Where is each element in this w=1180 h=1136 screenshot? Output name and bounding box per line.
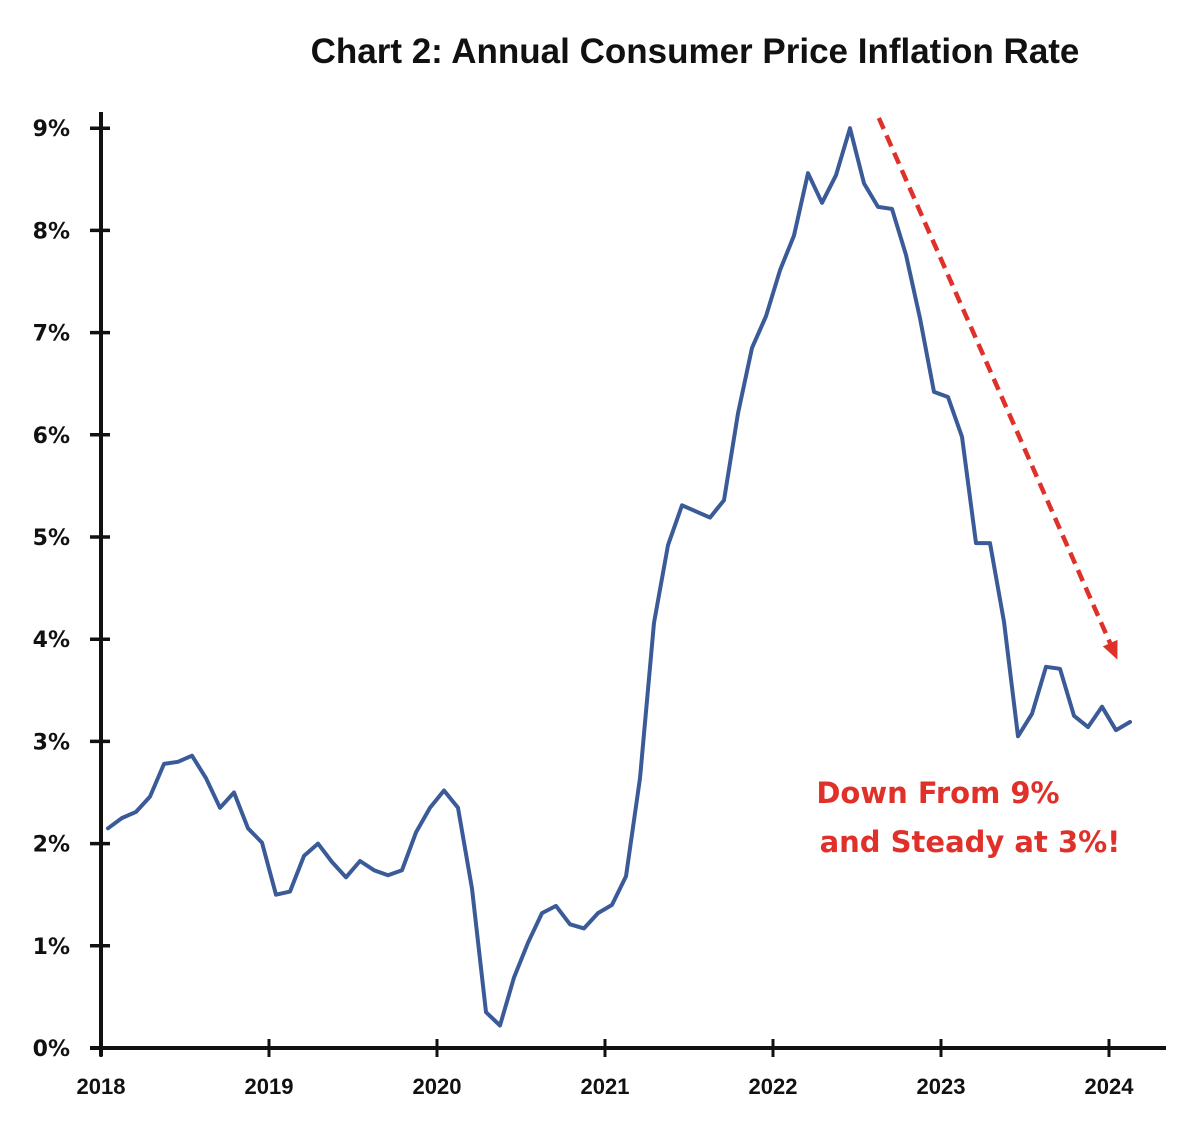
y-tick-label-5: 5% <box>33 526 70 551</box>
annotation-layer: Down From 9% and Steady at 3%! <box>816 117 1121 859</box>
y-tick-label-1: 1% <box>33 935 70 960</box>
x-tick-label-2019: 2019 <box>245 1074 294 1099</box>
y-tick-label-2: 2% <box>33 833 70 858</box>
series-line-0 <box>106 126 1132 1028</box>
x-axis: 2018 2019 2020 2021 2022 2023 2024 <box>77 1039 1166 1099</box>
y-tick-label-6: 6% <box>33 424 70 449</box>
annotation-text-line-1: Down From 9% <box>816 776 1059 810</box>
x-tick-label-2023: 2023 <box>917 1074 966 1099</box>
annotation-text-line-2: and Steady at 3%! <box>820 825 1121 859</box>
trend-arrow-head <box>1102 639 1118 660</box>
trend-arrow-shaft <box>876 117 1113 645</box>
x-tick-label-2024: 2024 <box>1085 1074 1135 1099</box>
y-axis: 0% 1% 2% 3% 4% 5% 6% 7% 8% 9% <box>33 112 110 1062</box>
y-tick-label-4: 4% <box>33 628 70 653</box>
y-tick-label-9: 9% <box>33 117 70 142</box>
y-tick-label-8: 8% <box>33 219 70 244</box>
chart-title: Chart 2: Annual Consumer Price Inflation… <box>311 32 1080 71</box>
series-layer <box>106 126 1132 1028</box>
y-tick-label-3: 3% <box>33 730 70 755</box>
x-tick-label-2022: 2022 <box>749 1074 798 1099</box>
x-tick-label-2018: 2018 <box>77 1074 126 1099</box>
x-tick-label-2020: 2020 <box>413 1074 462 1099</box>
y-tick-label-0: 0% <box>33 1037 70 1062</box>
y-tick-label-7: 7% <box>33 322 70 347</box>
x-tick-label-2021: 2021 <box>581 1074 630 1099</box>
